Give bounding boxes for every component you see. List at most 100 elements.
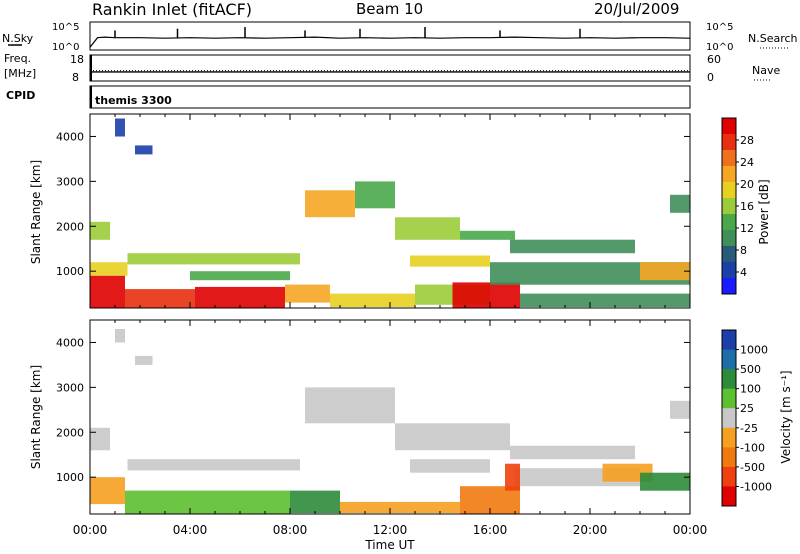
- velocity-ytick-label: 3000: [56, 381, 84, 394]
- time-tick-label: 12:00: [373, 523, 408, 537]
- velocity-colorbar-swatch: [722, 486, 736, 507]
- power-colorbar-swatch: [722, 134, 736, 151]
- nsky-ytick-top: 10^5: [52, 22, 79, 33]
- power-ylabel: Slant Range [km]: [29, 160, 43, 264]
- power-region: [90, 275, 125, 308]
- velocity-region: [395, 423, 510, 451]
- power-region: [285, 284, 330, 303]
- power-colorbar-tick-label: 20: [740, 178, 754, 191]
- power-region: [90, 221, 110, 240]
- power-colorbar-swatch: [722, 118, 736, 135]
- velocity-region: [125, 490, 290, 514]
- power-region: [452, 282, 520, 308]
- mhz-label: [MHz]: [4, 67, 36, 80]
- power-colorbar-swatch: [722, 230, 736, 247]
- nave-ytick-top: 60: [707, 53, 721, 66]
- nave-label: Nave: [752, 64, 780, 77]
- velocity-ytick-label: 1000: [56, 471, 84, 484]
- power-colorbar-swatch: [722, 198, 736, 215]
- power-region: [460, 230, 515, 240]
- nsearch-label: N.Search: [748, 32, 798, 45]
- velocity-colorbar-swatch: [722, 427, 736, 448]
- power-region: [520, 293, 690, 308]
- time-axis-labels: 00:00 04:00 08:00 12:00 16:00 20:00 00:00: [73, 523, 708, 537]
- freq-panel-frame: [89, 54, 691, 82]
- power-region: [135, 145, 153, 155]
- power-colorbar-tick-label: 4: [740, 266, 747, 279]
- power-colorbar-tick-label: 28: [740, 134, 754, 147]
- power-axes: 1000 2000 3000 4000: [56, 114, 691, 308]
- nsky-ytick-bottom: 10^0: [52, 42, 79, 53]
- beam-title: Beam 10: [356, 0, 424, 18]
- velocity-region: [90, 427, 110, 451]
- freq-ytick-top: 18: [70, 53, 84, 66]
- nsky-series: [89, 27, 691, 48]
- velocity-region: [670, 400, 690, 419]
- power-colorbar: 4 8 12 16 20 24 28: [721, 117, 754, 295]
- power-region: [395, 217, 460, 240]
- velocity-colorbar-frame: [721, 329, 737, 507]
- velocity-colorbar-swatch: [722, 408, 736, 429]
- velocity-region: [135, 355, 153, 365]
- freq-series: [90, 55, 690, 81]
- velocity-region: [510, 445, 635, 460]
- power-region: [640, 262, 690, 281]
- velocity-colorbar-tick-label: -1000: [740, 480, 772, 493]
- velocity-region: [127, 459, 300, 471]
- time-tick-label: 00:00: [673, 523, 708, 537]
- velocity-colorbar-tick-label: -500: [740, 461, 765, 474]
- power-colorbar-swatch: [722, 214, 736, 231]
- velocity-region: [410, 459, 490, 473]
- time-tick-label: 04:00: [173, 523, 208, 537]
- power-ytick-label: 4000: [56, 130, 84, 143]
- power-region: [115, 118, 125, 137]
- power-colorbar-swatch: [722, 246, 736, 263]
- power-colorbar-tick-label: 8: [740, 244, 747, 257]
- power-region: [127, 253, 300, 265]
- power-region: [510, 239, 635, 254]
- velocity-colorbar-tick-label: 1000: [740, 344, 768, 357]
- velocity-colorbar-swatch: [722, 369, 736, 390]
- time-tick-label: 00:00: [73, 523, 108, 537]
- velocity-colorbar-tick-label: -25: [740, 422, 758, 435]
- velocity-colorbar-swatch: [722, 388, 736, 409]
- nsearch-ytick-bottom: 10^0: [706, 42, 733, 53]
- velocity-colorbar-tick-label: 500: [740, 363, 761, 376]
- time-tick-label: 20:00: [573, 523, 608, 537]
- station-title: Rankin Inlet (fitACF): [92, 0, 253, 19]
- power-colorbar-label: Power [dB]: [757, 179, 771, 244]
- power-region: [355, 181, 395, 209]
- velocity-ytick-label: 2000: [56, 426, 84, 439]
- power-region: [330, 293, 415, 308]
- power-region: [90, 262, 128, 276]
- power-colorbar-tick-label: 12: [740, 222, 754, 235]
- cpid-label: CPID: [6, 89, 35, 102]
- velocity-region: [340, 501, 460, 514]
- velocity-region: [115, 329, 125, 343]
- velocity-colorbar-tick-label: 25: [740, 402, 754, 415]
- velocity-region: [640, 472, 690, 491]
- time-tick-label: 08:00: [273, 523, 308, 537]
- velocity-colorbar-label: Velocity [m s⁻¹]: [779, 370, 793, 463]
- power-colorbar-tick-label: 24: [740, 156, 754, 169]
- power-colorbar-swatch: [722, 166, 736, 183]
- power-region: [670, 194, 690, 213]
- nsky-line: [89, 36, 691, 48]
- power-data: [90, 118, 690, 308]
- power-region: [195, 286, 285, 308]
- power-ytick-label: 2000: [56, 220, 84, 233]
- power-colorbar-swatch: [722, 278, 736, 295]
- velocity-colorbar-tick-label: 100: [740, 383, 761, 396]
- velocity-region: [305, 387, 395, 424]
- velocity-data: [90, 329, 690, 514]
- velocity-ylabel: Slant Range [km]: [29, 365, 43, 469]
- power-region: [305, 190, 355, 218]
- power-colorbar-swatch: [722, 262, 736, 279]
- power-region: [190, 271, 290, 281]
- time-axis-title: Time UT: [364, 538, 415, 552]
- freq-label: Freq.: [4, 52, 31, 65]
- velocity-colorbar: -1000 -500 -100 -25 25 100 500 1000: [721, 329, 772, 507]
- nsearch-ytick-top: 10^5: [706, 22, 733, 33]
- velocity-colorbar-swatch: [722, 349, 736, 370]
